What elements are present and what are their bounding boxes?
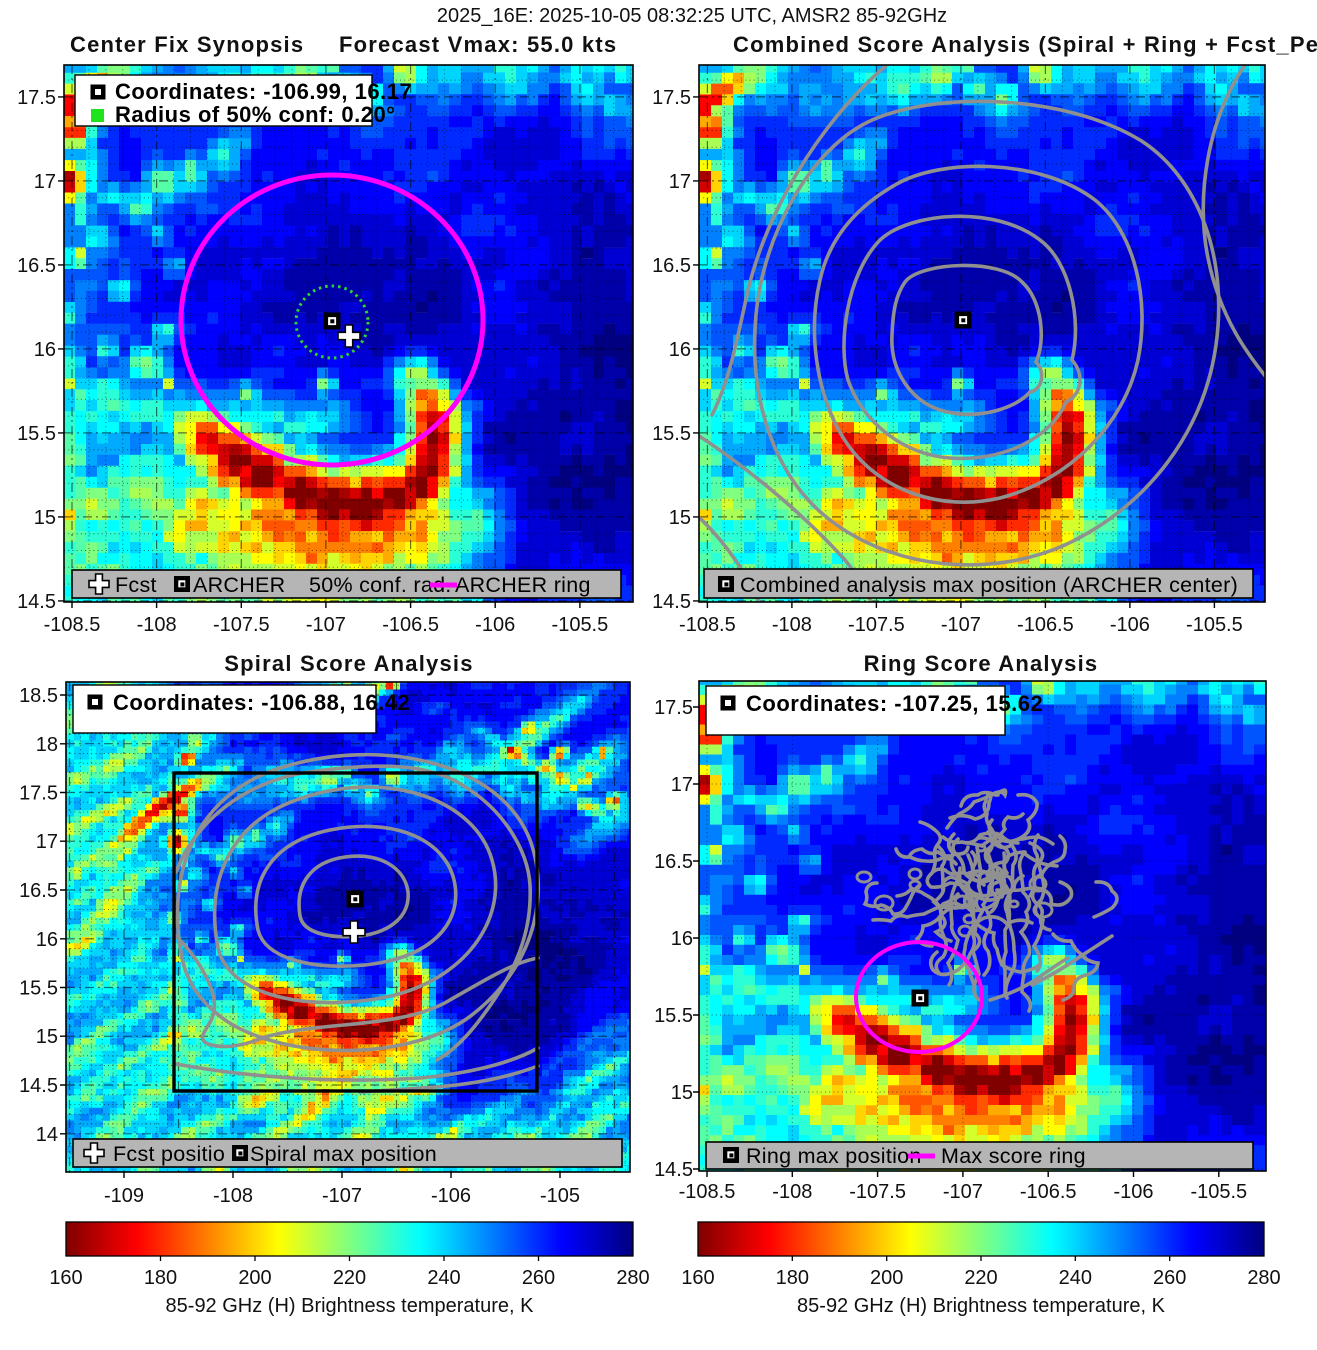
svg-text:-107: -107 <box>306 614 346 636</box>
svg-text:17: 17 <box>671 774 693 796</box>
svg-text:Coordinates: -106.88, 16.42: Coordinates: -106.88, 16.42 <box>113 690 410 715</box>
svg-text:-105.5: -105.5 <box>1190 1181 1247 1203</box>
svg-text:Spiral Score Analysis: Spiral Score Analysis <box>224 651 473 676</box>
svg-text:15.5: 15.5 <box>654 1005 693 1027</box>
svg-text:-105.5: -105.5 <box>1186 614 1243 636</box>
svg-text:Spiral max position: Spiral max position <box>250 1142 437 1166</box>
svg-text:85-92 GHz (H) Brightness tempe: 85-92 GHz (H) Brightness temperature, K <box>797 1295 1166 1317</box>
svg-text:280: 280 <box>1247 1267 1280 1289</box>
svg-text:-108: -108 <box>772 614 812 636</box>
svg-text:Max score ring: Max score ring <box>941 1144 1086 1168</box>
svg-text:15.5: 15.5 <box>19 978 58 1000</box>
svg-text:Fcst: Fcst <box>115 573 157 597</box>
svg-text:200: 200 <box>238 1267 271 1289</box>
svg-text:-106.5: -106.5 <box>1020 1181 1077 1203</box>
svg-text:-108: -108 <box>137 614 177 636</box>
svg-text:-107: -107 <box>322 1185 362 1207</box>
svg-text:-105.5: -105.5 <box>552 614 609 636</box>
svg-text:-107.5: -107.5 <box>848 614 905 636</box>
svg-text:Fcst positio: Fcst positio <box>113 1142 225 1166</box>
svg-text:18.5: 18.5 <box>19 685 58 707</box>
svg-text:Coordinates: -107.25, 15.62: Coordinates: -107.25, 15.62 <box>746 691 1043 716</box>
svg-text:17: 17 <box>669 171 691 193</box>
svg-text:18: 18 <box>36 734 58 756</box>
svg-text:85-92 GHz (H) Brightness tempe: 85-92 GHz (H) Brightness temperature, K <box>166 1295 535 1317</box>
svg-text:Radius of 50% conf: 0.20°: Radius of 50% conf: 0.20° <box>115 102 395 127</box>
svg-text:15: 15 <box>34 507 56 529</box>
svg-text:-108.5: -108.5 <box>44 614 101 636</box>
svg-text:-106.5: -106.5 <box>1017 614 1074 636</box>
svg-text:14.5: 14.5 <box>654 1159 693 1181</box>
svg-text:240: 240 <box>427 1267 460 1289</box>
svg-text:-106: -106 <box>1113 1181 1153 1203</box>
svg-text:15: 15 <box>669 507 691 529</box>
svg-text:Combined Score Analysis (Spira: Combined Score Analysis (Spiral + Ring +… <box>733 32 1317 57</box>
svg-text:-108.5: -108.5 <box>679 614 736 636</box>
svg-text:16.5: 16.5 <box>652 255 691 277</box>
svg-text:Ring Score Analysis: Ring Score Analysis <box>864 651 1099 676</box>
svg-text:16.5: 16.5 <box>17 255 56 277</box>
svg-text:16.5: 16.5 <box>654 851 693 873</box>
svg-text:17: 17 <box>34 171 56 193</box>
svg-text:16: 16 <box>34 339 56 361</box>
svg-text:160: 160 <box>49 1267 82 1289</box>
svg-text:17.5: 17.5 <box>19 783 58 805</box>
svg-text:-105: -105 <box>540 1185 580 1207</box>
svg-text:15: 15 <box>671 1082 693 1104</box>
svg-text:14.5: 14.5 <box>19 1075 58 1097</box>
svg-text:-107: -107 <box>943 1181 983 1203</box>
svg-text:260: 260 <box>1153 1267 1186 1289</box>
svg-text:2025_16E: 2025-10-05 08:32:25: 2025_16E: 2025-10-05 08:32:25 UTC, AMSR2… <box>437 5 947 27</box>
svg-text:17: 17 <box>36 831 58 853</box>
svg-text:14.5: 14.5 <box>17 591 56 613</box>
svg-text:-107.5: -107.5 <box>213 614 270 636</box>
svg-text:-107.5: -107.5 <box>849 1181 906 1203</box>
svg-text:16: 16 <box>36 929 58 951</box>
svg-text:14: 14 <box>36 1124 58 1146</box>
svg-text:ARCHER ring: ARCHER ring <box>455 573 591 597</box>
svg-text:-106.5: -106.5 <box>382 614 439 636</box>
svg-text:180: 180 <box>776 1267 809 1289</box>
svg-text:180: 180 <box>144 1267 177 1289</box>
svg-text:17.5: 17.5 <box>17 87 56 109</box>
svg-text:17.5: 17.5 <box>654 697 693 719</box>
svg-text:15: 15 <box>36 1026 58 1048</box>
svg-text:50% conf. rad.: 50% conf. rad. <box>309 573 452 597</box>
svg-text:-106: -106 <box>475 614 515 636</box>
svg-text:ARCHER: ARCHER <box>193 573 285 597</box>
svg-text:Forecast Vmax: 55.0 kts: Forecast Vmax: 55.0 kts <box>339 32 617 57</box>
svg-text:15.5: 15.5 <box>17 423 56 445</box>
svg-text:-106: -106 <box>431 1185 471 1207</box>
svg-text:16: 16 <box>669 339 691 361</box>
svg-text:220: 220 <box>964 1267 997 1289</box>
svg-text:280: 280 <box>616 1267 649 1289</box>
svg-text:Center Fix Synopsis: Center Fix Synopsis <box>70 32 304 57</box>
svg-text:14.5: 14.5 <box>652 591 691 613</box>
svg-text:200: 200 <box>870 1267 903 1289</box>
svg-text:260: 260 <box>522 1267 555 1289</box>
svg-text:Ring max position: Ring max position <box>746 1144 922 1168</box>
svg-text:160: 160 <box>681 1267 714 1289</box>
svg-text:220: 220 <box>333 1267 366 1289</box>
svg-text:Coordinates: -106.99, 16.17: Coordinates: -106.99, 16.17 <box>115 79 412 104</box>
svg-text:-106: -106 <box>1110 614 1150 636</box>
svg-text:240: 240 <box>1059 1267 1092 1289</box>
svg-text:-108.5: -108.5 <box>679 1181 736 1203</box>
svg-text:16: 16 <box>671 928 693 950</box>
svg-text:16.5: 16.5 <box>19 880 58 902</box>
svg-text:-108: -108 <box>772 1181 812 1203</box>
svg-text:-108: -108 <box>213 1185 253 1207</box>
svg-text:17.5: 17.5 <box>652 87 691 109</box>
svg-text:15.5: 15.5 <box>652 423 691 445</box>
svg-text:Combined analysis max position: Combined analysis max position (ARCHER c… <box>740 573 1238 597</box>
svg-text:-109: -109 <box>104 1185 144 1207</box>
svg-text:-107: -107 <box>941 614 981 636</box>
